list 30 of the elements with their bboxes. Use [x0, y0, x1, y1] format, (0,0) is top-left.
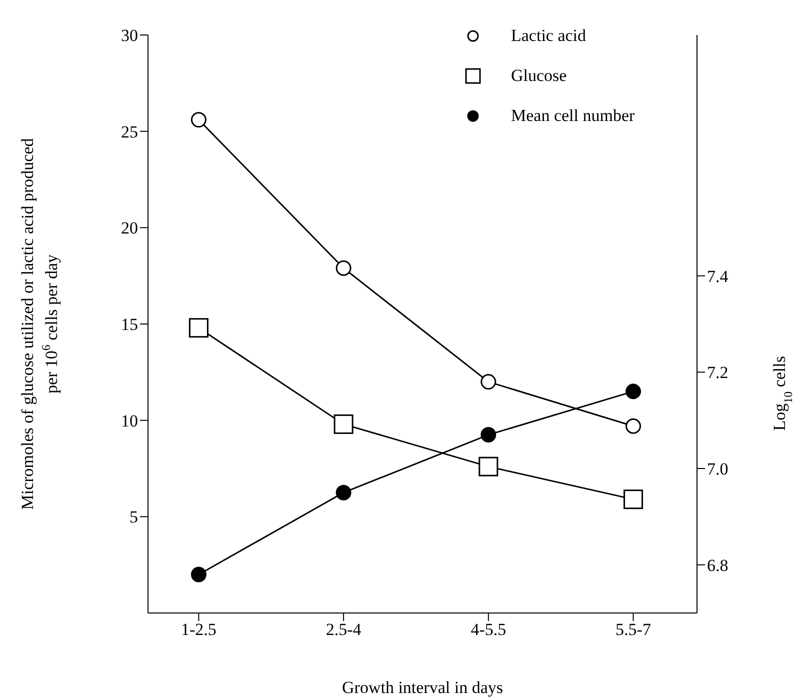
- y-tick-label: 15: [121, 315, 138, 334]
- point: [188, 318, 208, 338]
- y-tick-label: 30: [121, 26, 138, 46]
- x-tick-label: 4-5.5: [470, 620, 506, 640]
- x-tick-label: 1-2.5: [180, 620, 216, 640]
- y2-tick-label: 6.8: [707, 556, 728, 575]
- y-tick-label: 10: [121, 411, 138, 430]
- point: [626, 384, 642, 400]
- point: [190, 112, 206, 128]
- y-tick-label: 20: [121, 218, 138, 238]
- point: [478, 456, 498, 476]
- y2-tick-label: 7.0: [707, 460, 728, 479]
- legend-label: Glucose: [511, 66, 567, 86]
- y-tick-label: 5: [130, 508, 138, 527]
- y2-tick-label: 7.2: [707, 363, 728, 382]
- y-tick-label: 25: [121, 122, 138, 142]
- point: [480, 374, 496, 390]
- y2-tick-label: 7.4: [707, 266, 729, 286]
- x-axis-title: Growth interval in days: [342, 678, 503, 697]
- x-tick-label: 5.5-7: [616, 620, 652, 640]
- point: [334, 414, 354, 434]
- legend-label: Mean cell number: [511, 106, 635, 126]
- point: [624, 490, 644, 510]
- point: [190, 566, 206, 582]
- point: [626, 418, 642, 434]
- point: [336, 484, 352, 500]
- legend-label: Lactic acid: [511, 26, 586, 46]
- point: [336, 260, 352, 276]
- x-tick-label: 2.5-4: [326, 620, 362, 640]
- point: [480, 427, 496, 443]
